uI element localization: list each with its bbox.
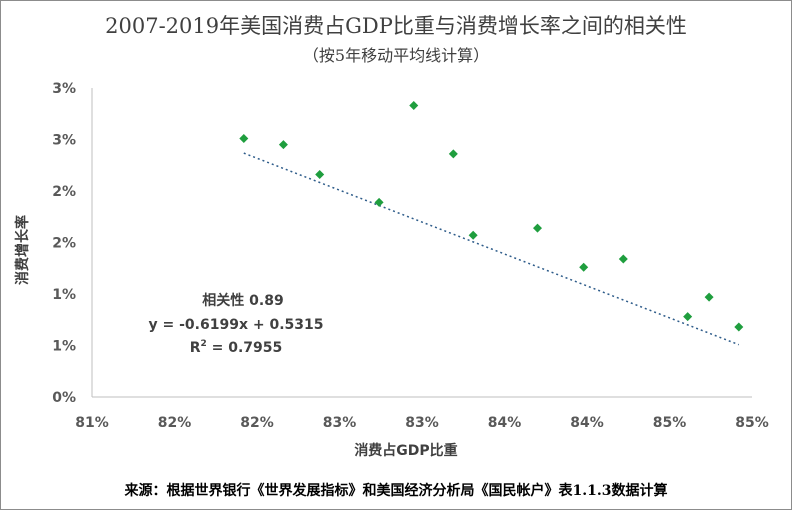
data-point xyxy=(683,312,693,322)
x-axis-title: 消费占GDP比重 xyxy=(354,443,458,459)
x-tick-label: 85% xyxy=(653,415,687,431)
x-tick-label: 84% xyxy=(488,415,522,431)
correlation-label: 相关性 0.89 xyxy=(202,292,283,309)
y-tick-label: 2% xyxy=(52,184,76,200)
x-tick-label: 85% xyxy=(735,415,769,431)
equation-label: y = -0.6199x + 0.5315 xyxy=(149,317,324,333)
y-tick-label: 3% xyxy=(52,81,76,97)
data-point xyxy=(448,149,458,159)
chart-title: 2007-2019年美国消费占GDP比重与消费增长率之间的相关性 xyxy=(105,14,687,38)
y-tick-labels: 0% 1% 1% 2% 2% 3% 3% xyxy=(52,81,76,406)
y-tick-label: 3% xyxy=(52,133,76,149)
trendline xyxy=(243,152,740,346)
r-squared-label: R2 = 0.7955 xyxy=(190,339,283,356)
data-point xyxy=(315,170,325,180)
y-tick-label: 1% xyxy=(52,339,76,355)
data-point xyxy=(239,133,249,143)
y-tick-label: 1% xyxy=(52,287,76,303)
y-tick-label: 0% xyxy=(52,390,76,406)
data-point xyxy=(409,101,419,111)
y-tick-label: 2% xyxy=(52,236,76,252)
data-points xyxy=(239,101,744,332)
x-tick-label: 84% xyxy=(570,415,604,431)
x-tick-label: 83% xyxy=(405,415,439,431)
data-point xyxy=(704,292,714,302)
data-point xyxy=(618,254,628,264)
chart-subtitle: （按5年移动平均线计算） xyxy=(302,46,490,65)
source-note: 来源：根据世界银行《世界发展指标》和美国经济分析局《国民帐户》表1.1.3数据计… xyxy=(124,483,668,499)
data-point xyxy=(468,230,478,240)
data-point xyxy=(278,140,288,150)
x-tick-label: 83% xyxy=(323,415,357,431)
x-tick-label: 82% xyxy=(240,415,274,431)
x-tick-label: 82% xyxy=(158,415,192,431)
data-point xyxy=(734,322,744,332)
regression-annotation: 相关性 0.89 y = -0.6199x + 0.5315 R2 = 0.79… xyxy=(149,292,324,356)
data-point xyxy=(579,262,589,272)
data-point xyxy=(374,197,384,207)
x-tick-label: 81% xyxy=(75,415,109,431)
data-point xyxy=(533,223,542,233)
x-tick-labels: 81% 82% 82% 83% 83% 84% 84% 85% 85% xyxy=(75,415,769,431)
y-axis-title: 消费增长率 xyxy=(15,215,31,285)
